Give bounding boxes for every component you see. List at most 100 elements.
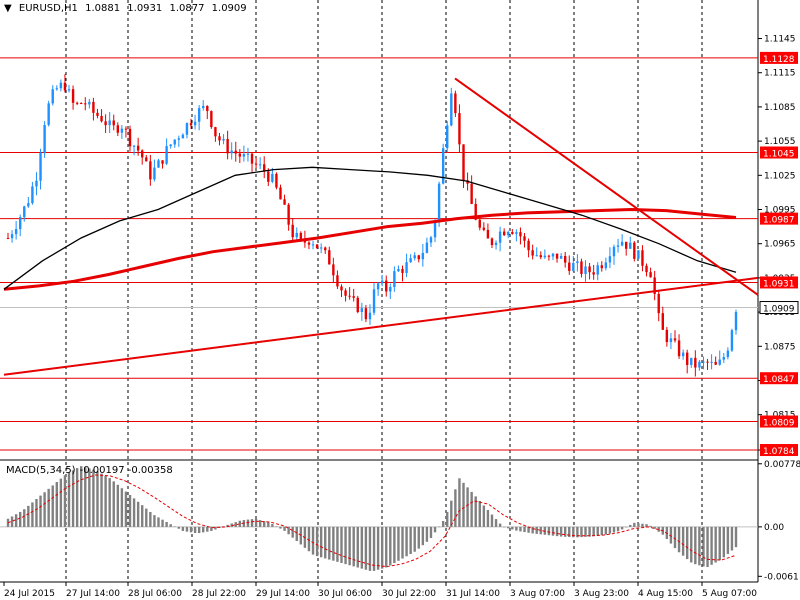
macd-histogram-bar: [568, 526, 571, 538]
candle-body: [478, 219, 481, 228]
macd-histogram-bar: [136, 501, 140, 527]
candle-body: [637, 250, 640, 259]
candle-body: [572, 263, 575, 271]
candle-body: [421, 252, 425, 260]
macd-histogram-bar: [328, 526, 331, 560]
macd-histogram-bar: [202, 526, 205, 533]
macd-histogram-bar: [446, 511, 449, 527]
macd-histogram-bar: [189, 526, 193, 533]
macd-header: MACD(5,34,5) -0.00197 -0.00358: [6, 465, 177, 476]
dropdown-triangle-icon[interactable]: ▼: [4, 3, 12, 14]
candle-body: [413, 255, 416, 259]
candle-body: [238, 153, 242, 157]
macd-histogram-bar: [698, 526, 701, 566]
macd-histogram-bar: [685, 526, 689, 560]
candle-body: [340, 286, 343, 291]
candle-body: [474, 203, 477, 220]
candle-body: [287, 204, 290, 225]
macd-histogram-bar: [490, 514, 494, 527]
macd-histogram-bar: [714, 526, 717, 563]
macd-histogram-bar: [35, 499, 38, 527]
macd-histogram-bar: [511, 526, 514, 530]
macd-histogram-bar: [275, 526, 278, 527]
candle-body: [92, 101, 95, 113]
macd-histogram-bar: [206, 526, 209, 532]
candle-body: [283, 199, 286, 205]
macd-histogram-bar: [454, 489, 457, 527]
y-tick-label: 1.0875: [764, 342, 796, 352]
x-tick-label: 30 Jul 22:00: [382, 589, 436, 599]
macd-histogram-bar: [161, 519, 164, 527]
x-tick-label: 24 Jul 2015: [4, 589, 55, 599]
x-tick-label: 28 Jul 22:00: [192, 589, 246, 599]
candle-body: [307, 242, 311, 245]
candle-body: [507, 231, 510, 236]
macd-histogram-bar: [226, 524, 229, 527]
y-tick-label: 1.1115: [764, 69, 796, 79]
candle-body: [67, 89, 71, 91]
macd-y-tick-label: 0.00778: [764, 460, 800, 470]
candle-body: [629, 242, 632, 249]
candle-body: [71, 89, 75, 103]
macd-value-2: -0.00358: [127, 465, 173, 476]
level-price-tag-label: 1.1128: [763, 55, 795, 65]
candle-body: [559, 256, 563, 259]
macd-histogram-bar: [592, 526, 595, 537]
macd-y-tick-label: -0.0061: [764, 572, 799, 582]
macd-histogram-bar: [80, 466, 83, 527]
trendline: [3, 276, 759, 376]
macd-histogram-bar: [584, 526, 587, 537]
y-tick-label: 1.1055: [764, 137, 796, 147]
macd-histogram-bar: [385, 526, 388, 568]
macd-histogram-bar: [441, 521, 445, 527]
candle-body: [441, 148, 445, 184]
macd-histogram-bar: [141, 505, 144, 527]
candle-body: [714, 361, 717, 365]
macd-histogram-bar: [149, 511, 152, 527]
candle-body: [462, 144, 465, 181]
macd-histogram-bar: [267, 522, 270, 527]
level-price-tag-label: 1.0847: [763, 375, 795, 385]
x-tick-label: 30 Jul 06:00: [318, 589, 372, 599]
macd-histogram-bar: [291, 526, 294, 538]
macd-histogram-bar: [10, 516, 14, 527]
candle-body: [568, 262, 571, 271]
macd-histogram-bar: [523, 526, 526, 533]
macd-histogram-bar: [100, 473, 103, 527]
x-tick-label: 3 Aug 23:00: [574, 589, 629, 599]
candle-body: [511, 231, 514, 234]
macd-histogram-bar: [572, 526, 575, 538]
macd-histogram-bar: [55, 482, 59, 527]
candle-body: [531, 250, 534, 256]
candle-body: [616, 245, 620, 247]
candle-body: [376, 283, 380, 290]
moving-average-slow-line: [3, 207, 737, 291]
macd-histogram-bar: [620, 526, 624, 530]
macd-histogram-bar: [706, 526, 709, 568]
macd-histogram-bar: [234, 522, 237, 527]
candle-body: [673, 338, 677, 341]
candle-body: [75, 102, 79, 104]
candle-body: [580, 261, 583, 274]
y-tick-label: 1.1025: [764, 171, 796, 181]
candle-body: [14, 229, 18, 235]
macd-histogram-bar: [470, 491, 473, 527]
macd-histogram-bar: [417, 526, 420, 549]
macd-histogram-bar: [319, 526, 323, 558]
candle-body: [35, 180, 38, 187]
macd-histogram-bar: [67, 472, 71, 527]
candle-body: [267, 171, 270, 182]
candle-body: [263, 164, 266, 172]
macd-histogram-bar: [637, 523, 640, 527]
candle-body: [23, 206, 26, 218]
candle-body: [429, 237, 433, 243]
candle-body: [523, 236, 526, 241]
macd-histogram-bar: [519, 526, 522, 532]
macd-histogram-bar: [645, 524, 648, 527]
macd-histogram-bar: [246, 519, 250, 527]
macd-histogram-bar: [214, 526, 217, 530]
macd-histogram-bar: [157, 517, 160, 527]
candle-body: [551, 253, 555, 257]
